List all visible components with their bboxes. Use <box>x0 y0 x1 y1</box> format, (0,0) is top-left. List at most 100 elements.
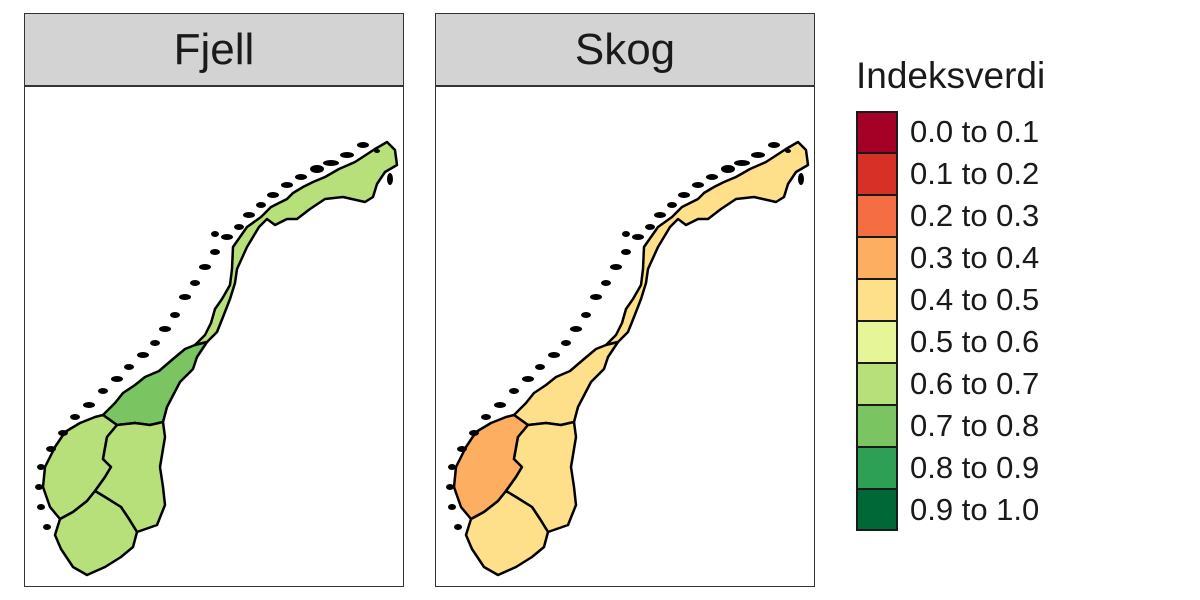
legend-swatch <box>856 279 898 321</box>
island-shape <box>692 182 704 188</box>
map-area <box>25 87 403 586</box>
island-shape <box>43 524 51 530</box>
legend-swatch <box>856 237 898 279</box>
island-shape <box>706 174 718 180</box>
island-shape <box>295 174 307 180</box>
island-shape <box>535 364 545 370</box>
island-shape <box>448 464 456 470</box>
island-shape <box>590 294 602 300</box>
norway-map <box>446 140 810 577</box>
norway-map <box>35 140 399 577</box>
island-shape <box>190 280 200 286</box>
island-shape <box>83 402 95 408</box>
island-shape <box>610 264 622 270</box>
island-shape <box>387 173 393 185</box>
island-shape <box>632 234 644 240</box>
island-shape <box>678 192 690 198</box>
map-panel-fjell: Fjell <box>24 13 404 587</box>
island-shape <box>509 388 519 394</box>
legend-items: 0.0 to 0.1 0.1 to 0.2 0.2 to 0.3 0.3 to 0.4… <box>856 111 1045 531</box>
island-shape <box>601 280 611 286</box>
island-shape <box>70 414 80 420</box>
legend-swatch <box>856 195 898 237</box>
island-shape <box>621 249 631 255</box>
legend-swatch <box>856 153 898 195</box>
legend-swatch <box>856 111 898 153</box>
island-shape <box>494 402 506 408</box>
panel-title: Skog <box>574 24 676 74</box>
legend-swatch <box>856 321 898 363</box>
island-shape <box>37 504 45 510</box>
island-shape <box>798 173 804 185</box>
map-panel-skog: Skog <box>435 13 815 587</box>
island-shape <box>98 388 108 394</box>
island-shape <box>199 264 211 270</box>
island-shape <box>357 142 369 148</box>
island-shape <box>570 326 582 332</box>
island-shape <box>340 152 354 158</box>
island-shape <box>522 376 534 382</box>
island-shape <box>751 152 765 158</box>
island-shape <box>210 249 220 255</box>
legend-swatch <box>856 405 898 447</box>
island-shape <box>179 294 191 300</box>
legend-label: 0.5 to 0.6 <box>910 324 1040 359</box>
island-shape <box>234 224 244 230</box>
island-shape <box>654 212 666 218</box>
island-shape <box>768 142 780 148</box>
legend-swatch <box>856 447 898 489</box>
island-shape <box>281 182 293 188</box>
region-nord <box>604 140 810 347</box>
island-shape <box>137 352 149 358</box>
island-shape <box>457 446 467 452</box>
legend-label: 0.6 to 0.7 <box>910 366 1040 401</box>
island-shape <box>267 192 279 198</box>
legend-item: 0.8 to 0.9 <box>856 447 1045 489</box>
island-shape <box>111 376 123 382</box>
island-shape <box>46 446 56 452</box>
region-nord <box>193 140 399 347</box>
legend-label: 0.8 to 0.9 <box>910 450 1040 485</box>
legend-label: 0.4 to 0.5 <box>910 282 1040 317</box>
region-midt <box>101 340 209 427</box>
legend-label: 0.2 to 0.3 <box>910 198 1040 233</box>
legend: Indeksverdi 0.0 to 0.1 0.1 to 0.2 0.2 to 0… <box>856 55 1045 531</box>
region-sor <box>464 489 550 577</box>
island-shape <box>667 202 677 208</box>
legend-item: 0.7 to 0.8 <box>856 405 1045 447</box>
island-shape <box>448 504 456 510</box>
island-shape <box>734 160 750 166</box>
island-shape <box>124 364 134 370</box>
island-shape <box>35 484 43 490</box>
island-shape <box>721 165 735 173</box>
legend-item: 0.6 to 0.7 <box>856 363 1045 405</box>
island-shape <box>310 165 324 173</box>
legend-item: 0.4 to 0.5 <box>856 279 1045 321</box>
island-shape <box>170 312 180 318</box>
island-shape <box>374 149 380 153</box>
island-shape <box>323 160 339 166</box>
panel-title-strip: Skog <box>436 14 814 87</box>
legend-label: 0.1 to 0.2 <box>910 156 1040 191</box>
legend-label: 0.3 to 0.4 <box>910 240 1040 275</box>
map-area <box>436 87 814 586</box>
island-shape <box>159 326 171 332</box>
legend-item: 0.2 to 0.3 <box>856 195 1045 237</box>
island-shape <box>581 312 591 318</box>
island-shape <box>256 202 266 208</box>
legend-swatch <box>856 489 898 531</box>
legend-item: 0.1 to 0.2 <box>856 153 1045 195</box>
panel-title: Fjell <box>173 24 255 74</box>
island-shape <box>446 484 454 490</box>
region-sor <box>53 489 139 577</box>
island-shape <box>211 231 219 237</box>
island-shape <box>221 234 233 240</box>
island-shape <box>622 231 630 237</box>
legend-item: 0.5 to 0.6 <box>856 321 1045 363</box>
island-shape <box>37 464 45 470</box>
legend-item: 0.9 to 1.0 <box>856 489 1045 531</box>
island-shape <box>454 524 462 530</box>
legend-label: 0.9 to 1.0 <box>910 492 1040 527</box>
island-shape <box>58 430 68 436</box>
legend-title: Indeksverdi <box>856 55 1046 96</box>
